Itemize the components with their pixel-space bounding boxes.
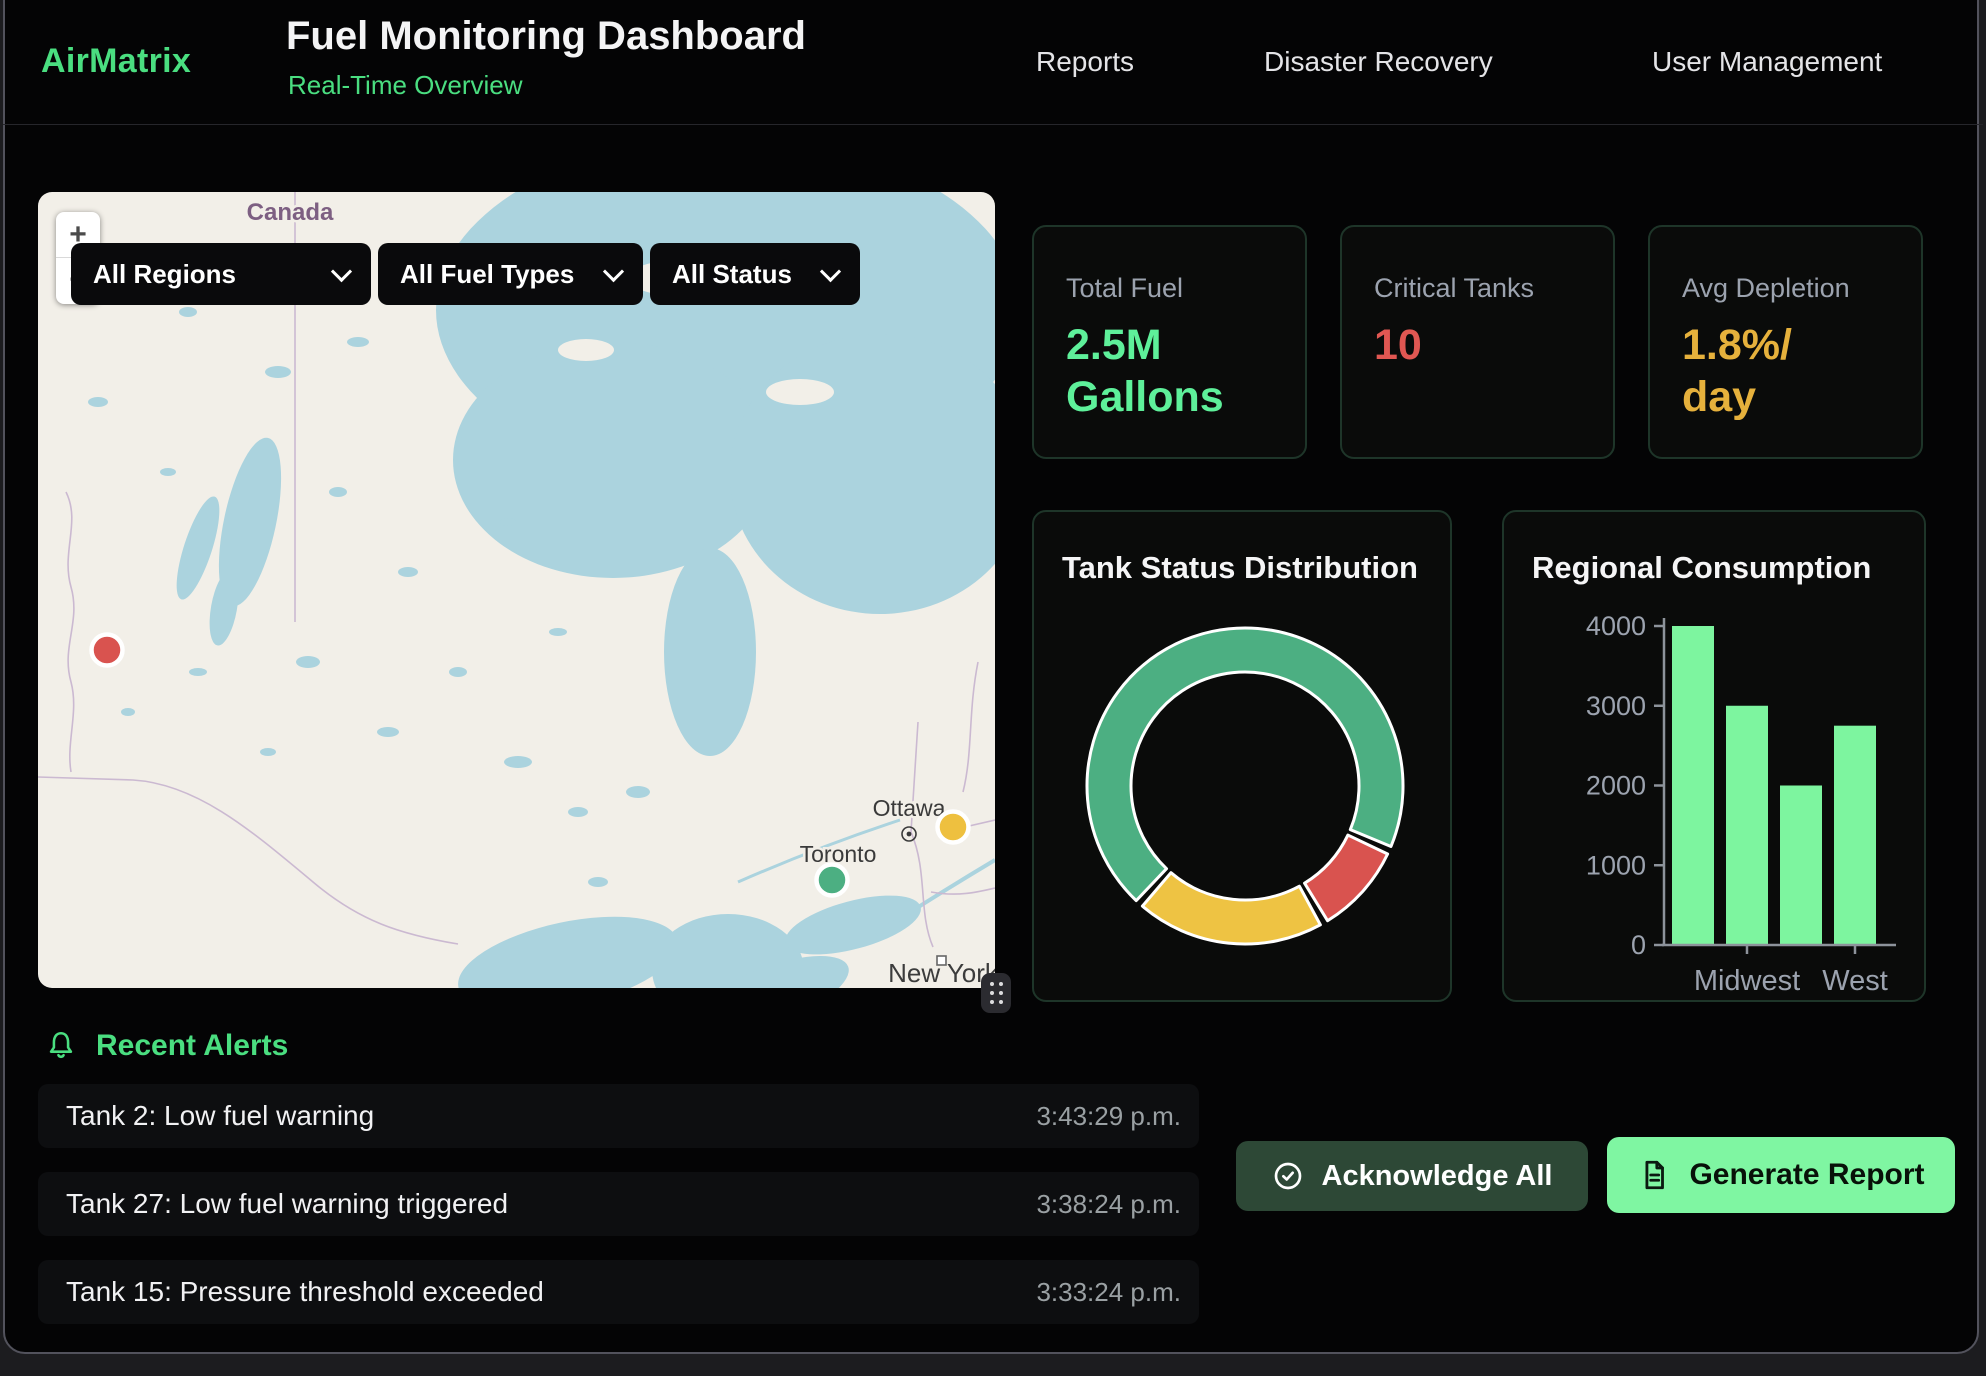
y-tick-label: 0 xyxy=(1631,930,1646,960)
region-filter-select[interactable]: All Regions xyxy=(71,243,371,305)
y-tick-label: 4000 xyxy=(1586,611,1646,641)
tank-marker-normal[interactable] xyxy=(817,865,848,896)
bell-icon xyxy=(44,1028,78,1064)
alert-row[interactable]: Tank 2: Low fuel warning 3:43:29 p.m. xyxy=(38,1084,1199,1148)
stat-card-total-fuel: Total Fuel 2.5MGallons xyxy=(1032,225,1307,459)
alert-timestamp: 3:43:29 p.m. xyxy=(1036,1101,1181,1132)
check-circle-icon xyxy=(1272,1160,1304,1192)
stat-card-avg-depletion: Avg Depletion 1.8%/day xyxy=(1648,225,1923,459)
document-icon xyxy=(1637,1158,1671,1192)
fuel-type-filter-select[interactable]: All Fuel Types xyxy=(378,243,643,305)
alert-text: Tank 15: Pressure threshold exceeded xyxy=(66,1276,544,1308)
nav-item-disaster-recovery[interactable]: Disaster Recovery xyxy=(1264,46,1493,78)
map-resize-handle[interactable] xyxy=(981,973,1011,1013)
generate-report-button[interactable]: Generate Report xyxy=(1607,1137,1955,1213)
stat-label: Critical Tanks xyxy=(1374,273,1581,304)
bar xyxy=(1726,706,1768,945)
tank-status-distribution-card: Tank Status Distribution xyxy=(1032,510,1452,1002)
status-filter-value: All Status xyxy=(672,259,792,290)
stat-label: Total Fuel xyxy=(1066,273,1273,304)
acknowledge-all-label: Acknowledge All xyxy=(1322,1160,1553,1193)
chevron-down-icon xyxy=(603,261,624,282)
alert-timestamp: 3:38:24 p.m. xyxy=(1036,1189,1181,1220)
alert-row[interactable]: Tank 15: Pressure threshold exceeded 3:3… xyxy=(38,1260,1199,1324)
regional-consumption-card: Regional Consumption 01000200030004000Mi… xyxy=(1502,510,1926,1002)
stat-value: 2.5MGallons xyxy=(1066,320,1273,423)
alert-row[interactable]: Tank 27: Low fuel warning triggered 3:38… xyxy=(38,1172,1199,1236)
recent-alerts-title: Recent Alerts xyxy=(96,1029,288,1063)
stat-value: 10 xyxy=(1374,320,1581,372)
chevron-down-icon xyxy=(331,261,352,282)
y-tick-label: 1000 xyxy=(1586,850,1646,880)
map-canvas[interactable]: Canada Ottawa Toronto New York xyxy=(38,192,995,988)
nav-item-user-management[interactable]: User Management xyxy=(1652,46,1882,78)
donut-chart xyxy=(1034,574,1454,994)
stat-value: 1.8%/day xyxy=(1682,320,1889,423)
stat-card-critical-tanks: Critical Tanks 10 xyxy=(1340,225,1615,459)
generate-report-label: Generate Report xyxy=(1689,1158,1924,1192)
y-tick-label: 3000 xyxy=(1586,691,1646,721)
bar xyxy=(1834,726,1876,945)
page-subtitle: Real-Time Overview xyxy=(288,70,523,101)
page-title: Fuel Monitoring Dashboard xyxy=(286,14,806,59)
status-filter-select[interactable]: All Status xyxy=(650,243,860,305)
alert-timestamp: 3:33:24 p.m. xyxy=(1036,1277,1181,1308)
header: AirMatrix Fuel Monitoring Dashboard Real… xyxy=(3,0,1983,125)
recent-alerts-heading: Recent Alerts xyxy=(44,1028,288,1064)
y-tick-label: 2000 xyxy=(1586,771,1646,801)
map-label-country: Canada xyxy=(247,199,334,226)
chevron-down-icon xyxy=(820,261,841,282)
map-label-ottawa: Ottawa xyxy=(873,795,946,821)
brand-logo: AirMatrix xyxy=(41,42,191,81)
alert-text: Tank 2: Low fuel warning xyxy=(66,1100,374,1132)
fuel-type-filter-value: All Fuel Types xyxy=(400,259,574,290)
tank-marker-warning[interactable] xyxy=(938,812,969,843)
tank-marker-critical[interactable] xyxy=(92,635,123,666)
bar xyxy=(1780,786,1822,946)
bar xyxy=(1672,626,1714,945)
x-tick-label: Midwest xyxy=(1694,965,1800,997)
bar-chart: 0 1000 2000 3000 4000 Midwest West xyxy=(1504,512,1928,1004)
donut-segment-red xyxy=(1305,835,1388,921)
map-water xyxy=(88,192,995,988)
alert-text: Tank 27: Low fuel warning triggered xyxy=(66,1188,508,1220)
nav-item-reports[interactable]: Reports xyxy=(1036,46,1134,78)
donut-segment-yellow xyxy=(1142,873,1320,944)
acknowledge-all-button[interactable]: Acknowledge All xyxy=(1236,1141,1588,1211)
x-tick-label: West xyxy=(1822,965,1888,997)
stat-label: Avg Depletion xyxy=(1682,273,1889,304)
region-filter-value: All Regions xyxy=(93,259,236,290)
map-label-toronto: Toronto xyxy=(800,841,877,867)
